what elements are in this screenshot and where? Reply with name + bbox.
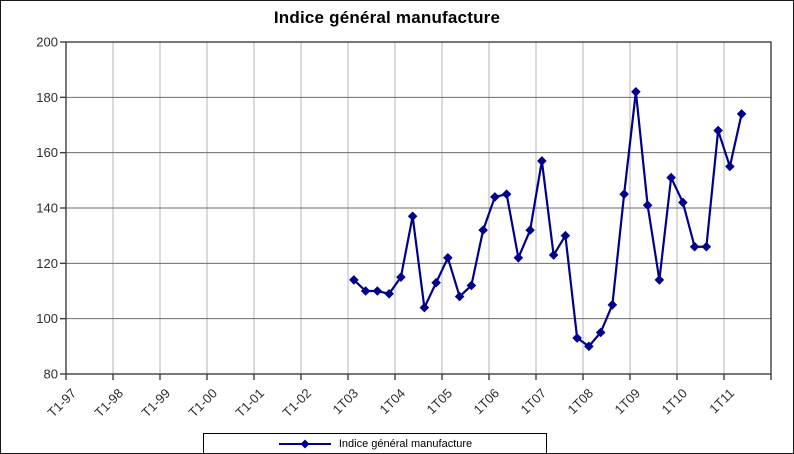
x-axis-tick-label: 1T03: [330, 386, 362, 418]
data-point-marker: [560, 230, 571, 241]
data-point-marker: [595, 327, 606, 338]
data-point-marker: [619, 189, 629, 199]
x-axis-tick-label: T1-02: [279, 386, 314, 421]
x-axis-tick-label: 1T09: [612, 386, 644, 418]
data-point-marker: [584, 341, 594, 352]
data-point-marker: [736, 109, 747, 119]
y-axis-tick-label: 140: [36, 201, 58, 216]
data-point-marker: [478, 225, 488, 235]
data-point-marker: [725, 161, 735, 172]
data-point-marker: [466, 280, 477, 291]
data-point-marker: [642, 200, 653, 211]
data-point-marker: [607, 300, 618, 310]
data-point-marker: [713, 125, 723, 136]
data-point-marker: [537, 156, 547, 166]
x-axis-tick-label: 1T07: [518, 386, 550, 418]
data-point-marker: [666, 172, 676, 183]
data-point-marker: [654, 275, 665, 285]
x-axis-tick-label: T1-99: [138, 386, 173, 421]
x-axis-tick-label: T1-00: [185, 386, 220, 421]
y-axis-tick-label: 120: [36, 256, 58, 271]
data-point-marker: [419, 302, 430, 313]
data-point-marker: [431, 277, 441, 288]
data-point-marker: [501, 189, 512, 199]
x-axis-tick-label: 1T06: [471, 386, 503, 418]
legend-label: Indice général manufacture: [338, 437, 473, 450]
x-axis-tick-label: 1T04: [377, 386, 409, 418]
data-point-marker: [349, 275, 359, 285]
data-point-marker: [360, 286, 371, 296]
data-point-marker: [384, 288, 394, 299]
x-axis-tick-label: 1T08: [565, 386, 597, 418]
series-line[interactable]: [352, 90, 743, 348]
y-axis-tick-label: 200: [36, 35, 58, 50]
data-point-marker: [513, 253, 524, 263]
legend-series-marker-icon: [278, 439, 331, 448]
data-point-marker: [443, 253, 453, 263]
data-point-marker: [372, 286, 383, 296]
data-point-marker: [548, 250, 559, 260]
data-point-marker: [701, 241, 712, 252]
data-point-marker: [396, 272, 406, 282]
x-axis-tick-label: 1T05: [424, 386, 456, 418]
x-axis-tick-label: 1T10: [659, 386, 691, 418]
x-axis-tick-label: T1-97: [44, 386, 79, 421]
data-point-marker: [407, 211, 418, 222]
x-axis-tick-label: 1T11: [706, 386, 737, 417]
data-point-marker: [525, 225, 535, 235]
y-axis-tick-label: 160: [36, 145, 58, 160]
chart-title: Indice général manufacture: [273, 8, 501, 27]
y-axis-tick-label: 100: [36, 311, 58, 326]
y-axis-tick-label: 80: [44, 367, 58, 382]
y-axis-tick-label: 180: [36, 90, 58, 105]
data-point-marker: [631, 87, 641, 97]
data-point-marker: [572, 333, 582, 343]
x-axis-tick-label: T1-98: [91, 386, 126, 421]
legend-box[interactable]: Indice général manufacture: [203, 433, 547, 453]
x-axis-tick-label: T1-01: [232, 386, 267, 421]
data-point-marker: [454, 291, 465, 302]
data-point-marker: [689, 241, 700, 252]
data-point-marker: [678, 197, 688, 208]
data-point-marker: [490, 192, 500, 202]
